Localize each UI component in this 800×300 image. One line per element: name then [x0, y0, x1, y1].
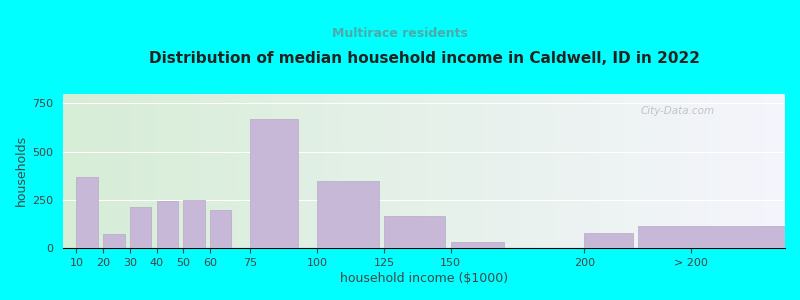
- Text: City-Data.com: City-Data.com: [641, 106, 714, 116]
- X-axis label: household income ($1000): household income ($1000): [340, 272, 508, 285]
- Bar: [384, 216, 446, 248]
- Bar: [157, 201, 178, 248]
- Bar: [638, 226, 785, 248]
- Bar: [450, 242, 504, 248]
- Bar: [585, 233, 633, 248]
- Y-axis label: households: households: [15, 135, 28, 206]
- Bar: [250, 119, 298, 248]
- Bar: [183, 200, 205, 248]
- Bar: [210, 210, 231, 248]
- Bar: [130, 207, 151, 248]
- Title: Distribution of median household income in Caldwell, ID in 2022: Distribution of median household income …: [149, 51, 699, 66]
- Bar: [317, 182, 378, 248]
- Text: Multirace residents: Multirace residents: [332, 27, 468, 40]
- Bar: [103, 234, 125, 248]
- Bar: [76, 177, 98, 248]
